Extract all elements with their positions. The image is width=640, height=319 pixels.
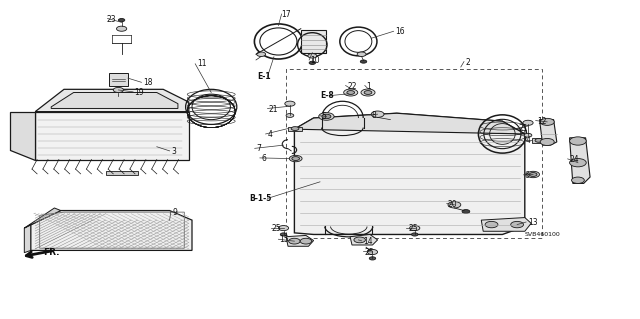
- Circle shape: [367, 249, 375, 253]
- Text: 21: 21: [269, 105, 278, 114]
- Text: 24: 24: [570, 155, 579, 164]
- Circle shape: [278, 226, 289, 231]
- Polygon shape: [106, 171, 138, 175]
- Text: 4: 4: [268, 130, 273, 139]
- Circle shape: [309, 61, 316, 64]
- Circle shape: [361, 89, 375, 96]
- Text: 21: 21: [518, 124, 528, 133]
- Text: 6: 6: [261, 154, 266, 163]
- Circle shape: [410, 226, 420, 231]
- Circle shape: [113, 87, 124, 93]
- Circle shape: [540, 138, 554, 145]
- Circle shape: [322, 114, 331, 119]
- Text: SVB460100: SVB460100: [525, 232, 561, 237]
- Text: 2: 2: [466, 58, 470, 67]
- Circle shape: [289, 238, 300, 244]
- Polygon shape: [31, 211, 192, 250]
- Circle shape: [289, 155, 302, 162]
- Text: 3: 3: [172, 147, 177, 156]
- Text: E-8: E-8: [320, 91, 333, 100]
- Text: 1: 1: [366, 82, 371, 91]
- Polygon shape: [24, 225, 31, 253]
- Circle shape: [527, 171, 540, 178]
- Text: 7: 7: [256, 145, 261, 153]
- Text: 15: 15: [280, 235, 289, 244]
- Polygon shape: [35, 89, 189, 112]
- Text: 11: 11: [197, 59, 207, 68]
- Text: 22: 22: [348, 82, 357, 91]
- Text: E-1: E-1: [257, 72, 271, 81]
- Circle shape: [511, 221, 524, 228]
- Polygon shape: [286, 235, 314, 246]
- Circle shape: [369, 257, 376, 260]
- Polygon shape: [109, 73, 128, 86]
- Circle shape: [344, 89, 358, 96]
- Circle shape: [570, 159, 586, 167]
- Circle shape: [448, 202, 461, 208]
- Text: 5: 5: [321, 112, 326, 121]
- Text: 13: 13: [528, 218, 538, 227]
- Circle shape: [367, 249, 378, 255]
- Text: 20: 20: [448, 200, 458, 209]
- Text: 25: 25: [272, 224, 282, 233]
- Circle shape: [524, 133, 532, 137]
- Circle shape: [257, 52, 266, 56]
- Polygon shape: [481, 218, 531, 231]
- Circle shape: [529, 173, 537, 176]
- Text: 23: 23: [107, 15, 116, 24]
- Circle shape: [308, 54, 317, 58]
- Circle shape: [300, 238, 312, 244]
- Text: 10: 10: [310, 56, 320, 65]
- Text: 19: 19: [134, 88, 144, 97]
- Polygon shape: [288, 127, 302, 131]
- Text: 18: 18: [143, 78, 153, 87]
- Circle shape: [286, 114, 294, 117]
- Circle shape: [291, 127, 299, 130]
- Circle shape: [357, 52, 366, 56]
- Text: FR.: FR.: [44, 248, 60, 257]
- Text: B-1-5: B-1-5: [250, 194, 272, 203]
- Circle shape: [116, 26, 127, 31]
- Text: 12: 12: [538, 117, 547, 126]
- Polygon shape: [51, 93, 178, 108]
- Text: 9: 9: [173, 208, 178, 217]
- Circle shape: [462, 210, 470, 213]
- Circle shape: [118, 19, 125, 22]
- Circle shape: [572, 177, 584, 183]
- Circle shape: [485, 221, 498, 228]
- Circle shape: [540, 118, 554, 125]
- Polygon shape: [294, 113, 525, 134]
- Text: 25: 25: [408, 224, 418, 233]
- Text: 16: 16: [396, 27, 405, 36]
- Circle shape: [285, 101, 295, 106]
- Polygon shape: [24, 208, 61, 228]
- Polygon shape: [350, 234, 378, 245]
- Circle shape: [292, 157, 300, 160]
- Circle shape: [347, 91, 355, 94]
- Text: 25: 25: [365, 248, 374, 256]
- Polygon shape: [10, 112, 35, 160]
- Text: 8: 8: [371, 111, 376, 120]
- Circle shape: [523, 120, 533, 125]
- Polygon shape: [540, 120, 557, 145]
- Polygon shape: [570, 138, 590, 183]
- Circle shape: [535, 138, 543, 142]
- Circle shape: [371, 111, 384, 117]
- Polygon shape: [301, 30, 326, 53]
- Circle shape: [570, 137, 586, 145]
- Circle shape: [364, 91, 372, 94]
- Text: 17: 17: [282, 10, 291, 19]
- Polygon shape: [532, 138, 546, 143]
- Circle shape: [319, 113, 334, 120]
- Polygon shape: [35, 112, 189, 160]
- Text: 4: 4: [526, 137, 531, 145]
- Circle shape: [412, 233, 418, 236]
- Circle shape: [280, 233, 287, 236]
- Circle shape: [360, 60, 367, 63]
- Circle shape: [354, 237, 365, 243]
- Text: 14: 14: [364, 237, 373, 246]
- Text: 6: 6: [525, 171, 530, 180]
- Polygon shape: [294, 113, 525, 234]
